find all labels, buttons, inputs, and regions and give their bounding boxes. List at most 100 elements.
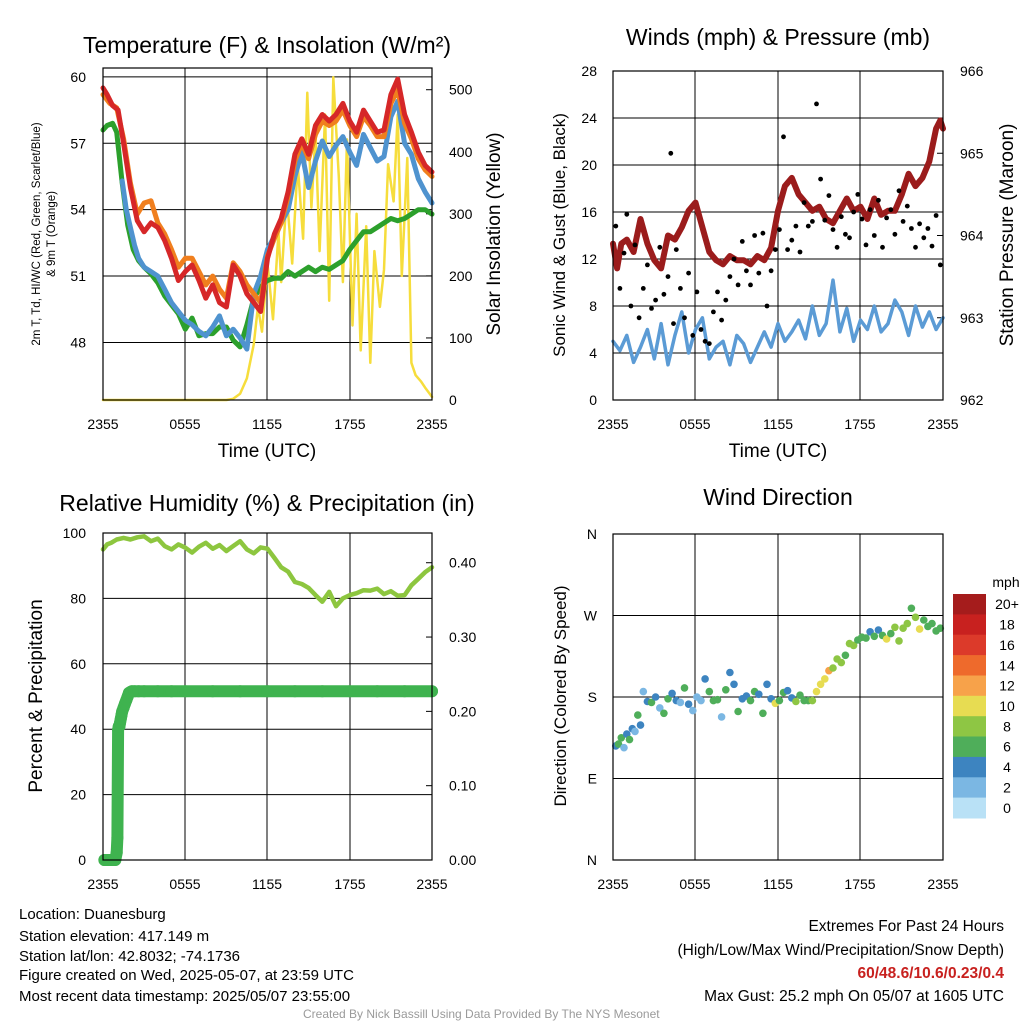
x-tick-label: 0555 [169, 876, 200, 892]
gust-point [671, 321, 676, 326]
gust-point [694, 289, 700, 295]
latlon-text: Station lat/lon: 42.8032; -74.1736 [19, 948, 241, 965]
gust-point [636, 315, 642, 321]
y-axis-title-line1: 2m T, Td, HI/WC (Red, Green, Scarlet/Blu… [31, 122, 43, 345]
y-tick-label: 80 [70, 590, 86, 606]
gust-point [665, 274, 671, 279]
series-line-rh [100, 534, 435, 609]
gust-point [871, 233, 877, 238]
direction-point [841, 651, 850, 660]
colorbar-label: 2 [1003, 779, 1011, 795]
colorbar-swatch [953, 716, 986, 738]
direction-point [783, 686, 792, 695]
gust-point [711, 309, 716, 315]
x-tick-label: 2355 [87, 876, 118, 892]
y-tick-label-right: 0.40 [449, 555, 476, 571]
x-tick-label: 1155 [252, 876, 282, 892]
direction-point [656, 704, 664, 712]
gust-point [668, 150, 674, 156]
y-tick-label: N [587, 852, 597, 868]
gust-point [814, 101, 819, 107]
gust-point [834, 244, 840, 250]
direction-point [726, 668, 734, 677]
y-tick-label: 8 [589, 298, 597, 314]
y-tick-label-right: 200 [449, 268, 473, 284]
gust-point [909, 226, 914, 231]
extremes-values: 60/48.6/10.6/0.23/0.4 [857, 965, 1004, 982]
precip-point [111, 831, 124, 844]
gust-point [777, 227, 782, 233]
direction-point [631, 727, 639, 736]
gust-point [859, 216, 865, 222]
colorbar: 20+ 18 16 14 12 10 8 6 4 2 0 mph [953, 574, 1020, 819]
colorbar-label: 6 [1003, 739, 1011, 755]
y-tick-label: 40 [70, 721, 86, 737]
recent-data-text: Most recent data timestamp: 2025/05/07 2… [19, 988, 351, 1005]
colorbar-label: 8 [1003, 718, 1011, 734]
y-tick-label-right: 0 [449, 392, 457, 408]
precip-point [165, 685, 178, 698]
direction-point [862, 634, 870, 642]
gust-point [727, 274, 733, 279]
gust-point [838, 214, 844, 220]
credit-text: Created By Nick Bassill Using Data Provi… [303, 1007, 660, 1021]
direction-point [821, 675, 829, 683]
direction-point [887, 629, 895, 638]
direction-point [634, 711, 642, 719]
colorbar-label: 16 [999, 637, 1015, 653]
series-line-blue [611, 278, 945, 367]
panel-title: Winds (mph) & Pressure (mb) [626, 24, 930, 50]
gust-point [678, 286, 683, 291]
y-tick-label-right: 100 [449, 330, 473, 346]
precip-point [371, 685, 384, 698]
x-tick-label: 2355 [87, 416, 118, 432]
gust-point [805, 223, 811, 229]
colorbar-label: 20+ [995, 596, 1019, 612]
max-gust-text: Max Gust: 25.2 mph On 05/07 at 1605 UTC [704, 988, 1004, 1005]
gust-point [653, 297, 658, 303]
direction-point [647, 698, 656, 707]
gust-point [793, 223, 799, 229]
colorbar-label: 12 [999, 678, 1015, 694]
y-tick-label-right: 0.30 [449, 629, 476, 645]
gust-point [673, 247, 679, 253]
direction-point [713, 695, 722, 704]
gust-point [628, 303, 634, 309]
y-tick-label: 48 [70, 334, 86, 350]
y-axis-title: Direction (Colored By Speed) [551, 585, 570, 806]
gust-point [706, 341, 712, 346]
series-line-precip [98, 685, 438, 866]
y-axis-title-right: Solar Insolation (Yellow) [484, 132, 505, 335]
precip-point [110, 846, 123, 859]
direction-point [829, 664, 837, 672]
panel-1: 48 51 54 57 60 0 100 200 300 400 500 2355 0555 1155 17… [31, 32, 505, 462]
y-tick-label: 60 [70, 656, 86, 672]
panel-2: 0 4 8 12 16 20 24 28 962 963 964 965 966 2355 0555 1155… [550, 24, 1018, 462]
direction-point [617, 734, 626, 742]
colorbar-swatch [953, 634, 986, 656]
gust-point [739, 239, 745, 244]
y-tick-label: 28 [581, 63, 597, 79]
direction-point [891, 623, 899, 632]
direction-point [684, 700, 693, 708]
direction-point [882, 635, 891, 643]
gust-point [929, 243, 935, 249]
colorbar-swatch [953, 797, 986, 819]
precip-point [151, 685, 164, 698]
direction-point [907, 604, 916, 613]
direction-point [936, 624, 945, 632]
precip-point [343, 685, 356, 698]
direction-point [808, 696, 817, 705]
direction-point [870, 632, 879, 641]
direction-point [849, 641, 858, 650]
gust-point [917, 221, 922, 227]
gust-point [624, 211, 630, 217]
direction-point [639, 687, 648, 696]
direction-point [636, 721, 645, 729]
x-tick-label: 2355 [416, 876, 447, 892]
gust-point [617, 286, 623, 291]
gust-point [764, 303, 770, 309]
gust-point [826, 193, 832, 199]
gust-point [613, 223, 619, 229]
